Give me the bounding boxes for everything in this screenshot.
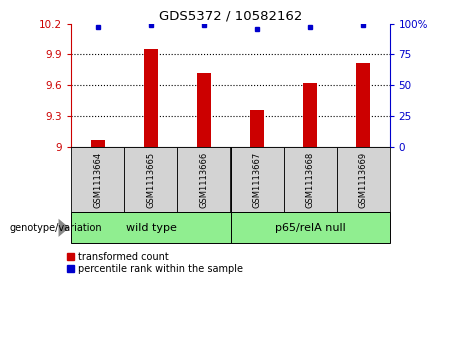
Text: p65/relA null: p65/relA null bbox=[275, 223, 345, 233]
Bar bbox=[230, 147, 284, 212]
Bar bbox=[337, 147, 390, 212]
Text: GSM1113664: GSM1113664 bbox=[94, 152, 102, 208]
Legend: transformed count, percentile rank within the sample: transformed count, percentile rank withi… bbox=[67, 252, 243, 274]
Text: GSM1113668: GSM1113668 bbox=[306, 152, 314, 208]
Bar bbox=[71, 147, 124, 212]
Bar bbox=[284, 147, 337, 212]
Text: GSM1113669: GSM1113669 bbox=[359, 152, 367, 208]
Text: GSM1113666: GSM1113666 bbox=[200, 152, 208, 208]
Text: GSM1113667: GSM1113667 bbox=[253, 152, 261, 208]
Bar bbox=[144, 49, 158, 147]
Text: wild type: wild type bbox=[125, 223, 177, 233]
Bar bbox=[124, 147, 177, 212]
Text: genotype/variation: genotype/variation bbox=[9, 223, 102, 233]
Bar bbox=[91, 140, 105, 147]
Text: GDS5372 / 10582162: GDS5372 / 10582162 bbox=[159, 9, 302, 22]
Bar bbox=[71, 212, 230, 243]
Bar bbox=[197, 73, 211, 147]
Bar bbox=[177, 147, 230, 212]
Text: GSM1113665: GSM1113665 bbox=[147, 152, 155, 208]
Bar bbox=[303, 83, 317, 147]
Bar bbox=[356, 63, 370, 147]
Bar bbox=[250, 110, 264, 147]
Bar bbox=[230, 212, 390, 243]
